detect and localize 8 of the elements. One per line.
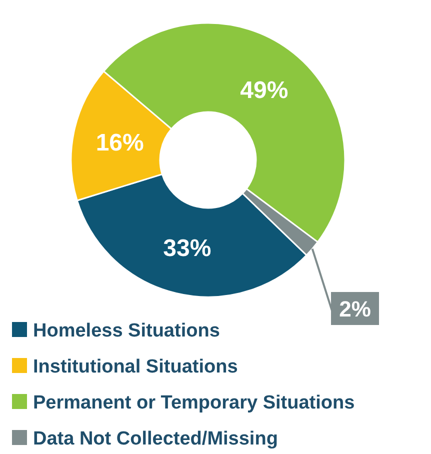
data-label: 2%	[339, 296, 371, 322]
data-label: 16%	[96, 129, 144, 156]
data-label: 49%	[240, 77, 288, 104]
data-label: 33%	[163, 234, 212, 262]
legend-label: Data Not Collected/Missing	[33, 428, 278, 450]
legend-label: Homeless Situations	[33, 320, 220, 342]
legend-label: Permanent or Temporary Situations	[33, 392, 355, 414]
legend-label: Institutional Situations	[33, 356, 238, 378]
